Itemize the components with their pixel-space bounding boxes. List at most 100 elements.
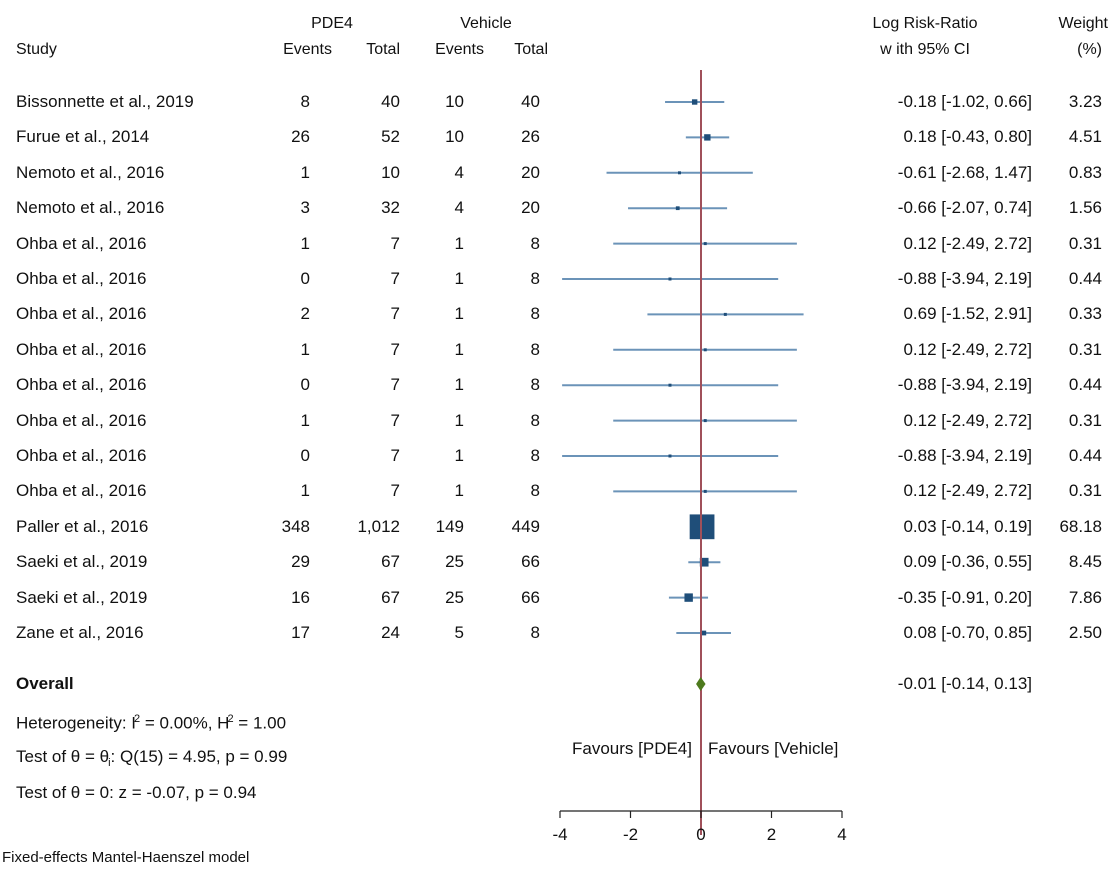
vehicle-total-value: 66 xyxy=(521,587,540,607)
header-effect-line2: w ith 95% CI xyxy=(880,41,970,58)
vehicle-events-value: 1 xyxy=(454,481,464,501)
weight-value: 0.31 xyxy=(1068,339,1102,359)
pde4-total-value: 7 xyxy=(390,269,400,288)
header-group-pde4: PDE4 xyxy=(311,15,353,32)
header-vehicle-events: Events xyxy=(435,41,484,58)
study-marker xyxy=(704,134,711,141)
pde4-total-value: 40 xyxy=(381,92,400,111)
overall-diamond xyxy=(696,677,706,691)
study-name: Nemoto et al., 2016 xyxy=(16,198,165,218)
study-name: Ohba et al., 2016 xyxy=(16,233,147,253)
pde4-events-value: 1 xyxy=(300,339,310,359)
vehicle-events-value: 4 xyxy=(454,162,464,182)
x-tick-label: 2 xyxy=(767,825,776,844)
study-name: Nemoto et al., 2016 xyxy=(16,162,165,182)
weight-value: 4.51 xyxy=(1068,127,1102,147)
model-footnote: Fixed-effects Mantel-Haenszel model xyxy=(2,849,250,866)
study-marker xyxy=(668,454,672,458)
effect-estimate-text: 0.12 [-2.49, 2.72] xyxy=(903,233,1032,253)
vehicle-total-value: 20 xyxy=(521,198,540,218)
vehicle-events-value: 1 xyxy=(454,269,464,288)
pde4-total-value: 67 xyxy=(381,552,400,572)
study-name: Saeki et al., 2019 xyxy=(16,552,148,572)
x-tick-label: 0 xyxy=(696,825,705,844)
header-pde4-events: Events xyxy=(283,41,332,58)
weight-value: 0.31 xyxy=(1068,410,1102,430)
study-marker xyxy=(701,630,707,636)
heterogeneity-test-text: Test of θ = θi: Q(15) = 4.95, p = 0.99 xyxy=(16,747,288,770)
pde4-total-value: 32 xyxy=(381,198,400,218)
pde4-total-value: 7 xyxy=(390,233,400,253)
pde4-events-value: 3 xyxy=(300,198,310,218)
vehicle-total-value: 40 xyxy=(521,92,540,111)
study-marker xyxy=(703,242,707,246)
effect-estimate-text: 0.09 [-0.36, 0.55] xyxy=(903,552,1032,572)
pde4-total-value: 1,012 xyxy=(357,516,400,536)
vehicle-events-value: 1 xyxy=(454,233,464,253)
effect-estimate-text: 0.12 [-2.49, 2.72] xyxy=(903,410,1032,430)
pde4-events-value: 0 xyxy=(300,375,310,395)
favours-right-label: Favours [Vehicle] xyxy=(708,739,839,758)
header-effect-line1: Log Risk-Ratio xyxy=(872,15,978,32)
vehicle-total-value: 449 xyxy=(511,516,540,536)
pde4-events-value: 0 xyxy=(300,269,310,288)
header-weight-line1: Weight xyxy=(1058,15,1108,32)
overall-label: Overall xyxy=(16,674,74,693)
vehicle-events-value: 10 xyxy=(445,92,464,111)
study-name: Ohba et al., 2016 xyxy=(16,446,147,465)
effect-estimate-text: 0.12 [-2.49, 2.72] xyxy=(903,339,1032,359)
vehicle-total-value: 8 xyxy=(530,304,540,324)
effect-estimate-text: 0.18 [-0.43, 0.80] xyxy=(903,127,1032,147)
effect-estimate-text: 0.08 [-0.70, 0.85] xyxy=(903,623,1032,642)
pde4-events-value: 26 xyxy=(291,127,310,147)
vehicle-events-value: 1 xyxy=(454,375,464,395)
pde4-total-value: 7 xyxy=(390,410,400,430)
vehicle-total-value: 8 xyxy=(530,269,540,288)
study-marker xyxy=(723,312,727,316)
effect-estimate-text: -0.88 [-3.94, 2.19] xyxy=(897,446,1032,465)
pde4-events-value: 0 xyxy=(300,446,310,465)
study-name: Ohba et al., 2016 xyxy=(16,375,147,395)
pde4-events-value: 16 xyxy=(291,587,310,607)
vehicle-total-value: 8 xyxy=(530,623,540,642)
weight-value: 0.44 xyxy=(1068,375,1102,395)
effect-estimate-text: -0.88 [-3.94, 2.19] xyxy=(897,269,1032,288)
header-vehicle-total: Total xyxy=(514,41,548,58)
study-name: Paller et al., 2016 xyxy=(16,516,149,536)
vehicle-total-value: 8 xyxy=(530,410,540,430)
weight-value: 8.45 xyxy=(1068,552,1102,572)
pde4-total-value: 67 xyxy=(381,587,400,607)
effect-estimate-text: 0.12 [-2.49, 2.72] xyxy=(903,481,1032,501)
study-marker xyxy=(668,277,672,281)
study-name: Ohba et al., 2016 xyxy=(16,410,147,430)
vehicle-total-value: 8 xyxy=(530,446,540,465)
study-marker xyxy=(684,593,693,602)
header-weight-line2: (%) xyxy=(1077,41,1102,58)
vehicle-total-value: 26 xyxy=(521,127,540,147)
vehicle-events-value: 4 xyxy=(454,198,464,218)
study-marker xyxy=(703,419,707,423)
weight-value: 0.31 xyxy=(1068,481,1102,501)
pde4-events-value: 1 xyxy=(300,410,310,430)
vehicle-total-value: 66 xyxy=(521,552,540,572)
study-name: Saeki et al., 2019 xyxy=(16,587,148,607)
pde4-total-value: 7 xyxy=(390,446,400,465)
pde4-events-value: 2 xyxy=(300,304,310,324)
favours-left-label: Favours [PDE4] xyxy=(572,739,692,758)
study-name: Furue et al., 2014 xyxy=(16,127,150,147)
weight-value: 0.44 xyxy=(1068,446,1102,465)
header-group-vehicle: Vehicle xyxy=(460,15,512,32)
overall-test-text: Test of θ = 0: z = -0.07, p = 0.94 xyxy=(16,783,257,802)
vehicle-total-value: 8 xyxy=(530,375,540,395)
study-name: Bissonnette et al., 2019 xyxy=(16,92,194,111)
effect-estimate-text: -0.35 [-0.91, 0.20] xyxy=(897,587,1032,607)
vehicle-events-value: 1 xyxy=(454,339,464,359)
vehicle-total-value: 8 xyxy=(530,339,540,359)
weight-value: 0.33 xyxy=(1068,304,1102,324)
x-tick-label: 4 xyxy=(837,825,846,844)
study-name: Ohba et al., 2016 xyxy=(16,481,147,501)
study-name: Ohba et al., 2016 xyxy=(16,304,147,324)
vehicle-events-value: 1 xyxy=(454,304,464,324)
pde4-events-value: 1 xyxy=(300,233,310,253)
study-marker xyxy=(703,348,707,352)
